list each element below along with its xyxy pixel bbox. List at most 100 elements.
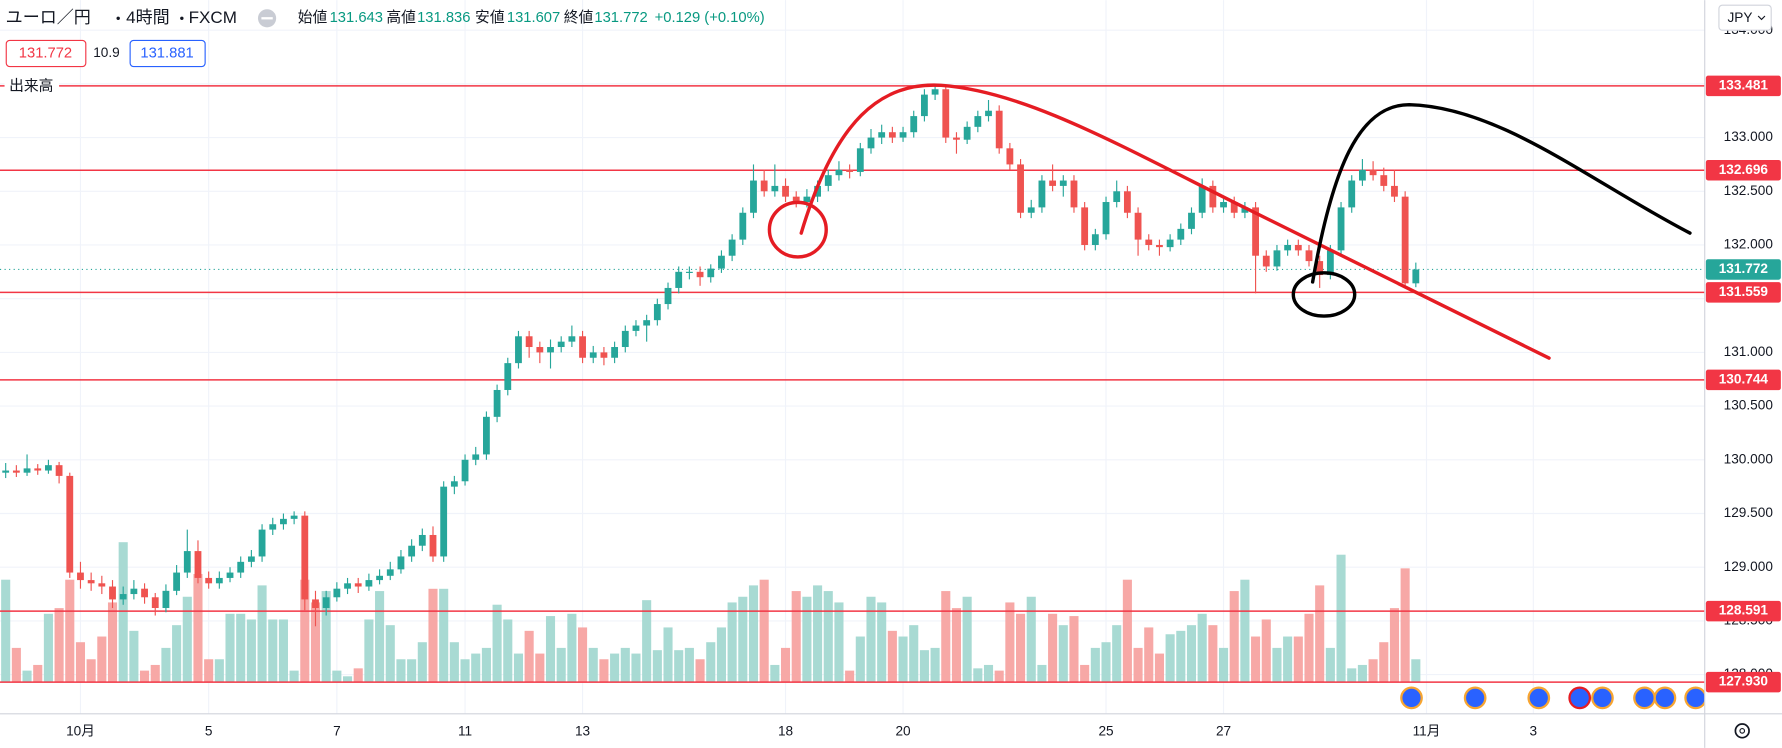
candle-body — [408, 545, 416, 557]
candle-body — [247, 556, 255, 562]
candle-body — [1102, 202, 1110, 235]
event-icon[interactable] — [1463, 686, 1487, 710]
level-label: 133.481 — [1719, 78, 1769, 93]
candle-body — [899, 132, 907, 138]
volume-bar — [300, 579, 310, 682]
toggle-glyph — [261, 17, 273, 20]
volume-bar — [375, 591, 385, 682]
volume-bar — [620, 647, 630, 682]
candle-body — [525, 336, 533, 348]
volume-bar — [75, 642, 86, 682]
y-tick-label: 132.500 — [1724, 183, 1774, 198]
candle-body — [119, 594, 127, 600]
candle-body — [1177, 228, 1185, 240]
volume-bar — [1336, 554, 1346, 682]
open-value: 131.643 — [330, 10, 383, 26]
close-value: 131.772 — [594, 10, 647, 26]
open-label: 始値 — [298, 9, 328, 26]
volume-bar — [481, 647, 491, 682]
candle-body — [440, 486, 448, 557]
candle-body — [1145, 239, 1153, 245]
event-icon[interactable] — [1684, 686, 1707, 710]
candle-body — [1134, 212, 1142, 240]
candle-body — [653, 304, 661, 321]
candle-body — [696, 271, 704, 278]
candle-body — [2, 470, 10, 473]
volume-bar — [962, 596, 972, 682]
volume-bar — [1026, 596, 1036, 682]
candle-body — [162, 590, 170, 609]
x-tick-label: 3 — [1530, 724, 1538, 739]
candle-body — [611, 347, 619, 358]
x-tick-label: 18 — [778, 724, 793, 739]
header: ユーロ／円 4時間 FXCM 始値 131.643 高値 131.836 安値 … — [4, 4, 1772, 739]
currency-button[interactable] — [1718, 4, 1772, 31]
event-icon[interactable] — [1633, 686, 1656, 710]
volume-bar — [823, 591, 833, 682]
separator — [116, 16, 120, 20]
candle-body — [632, 325, 640, 331]
x-tick-label: 20 — [895, 724, 911, 739]
candle-body — [23, 468, 31, 473]
volume-bar — [1037, 664, 1047, 682]
levels — [0, 85, 1705, 683]
volume-bar — [524, 630, 534, 682]
candle-body — [664, 287, 672, 305]
red-arc-trend — [799, 83, 1551, 360]
volume-bar — [22, 670, 32, 682]
high-label: 高値 — [386, 9, 416, 26]
volume-bar — [150, 664, 160, 682]
candle-body — [1337, 207, 1345, 251]
event-icon[interactable] — [1591, 686, 1614, 710]
candle-body — [77, 572, 84, 581]
candle-body — [1359, 169, 1366, 181]
volume-bar — [193, 574, 203, 682]
candle-body — [974, 116, 982, 127]
volume-bar — [1208, 625, 1218, 682]
candle-body — [258, 529, 266, 557]
candle-body — [1380, 175, 1388, 186]
candle-body — [1401, 196, 1409, 284]
high-value: 131.836 — [417, 10, 470, 26]
candle-body — [1369, 169, 1377, 176]
candle-body — [995, 110, 1003, 149]
ask-box[interactable] — [129, 39, 206, 68]
volume-bar — [1368, 659, 1378, 682]
volume-label: 出来高 — [9, 77, 53, 94]
event-icon[interactable] — [1653, 686, 1677, 710]
drawings — [767, 83, 1692, 360]
candle-body — [461, 459, 469, 482]
settings-button[interactable] — [1734, 723, 1750, 739]
interval: 4時間 — [126, 8, 170, 27]
volume-bar — [919, 650, 929, 682]
volume-bar — [471, 653, 481, 682]
y-tick-label: 133.000 — [1724, 129, 1774, 144]
volume-bar — [695, 659, 705, 682]
candle-body — [1241, 207, 1249, 213]
volume-bar — [578, 627, 588, 682]
volume-bar — [246, 619, 256, 682]
candle-body — [568, 336, 576, 342]
volume-bar — [172, 625, 182, 682]
volume-bar — [1090, 647, 1100, 682]
volume-bar — [973, 668, 983, 682]
candle-body — [183, 551, 191, 573]
x-tick-label: 5 — [205, 724, 213, 739]
candle-body — [643, 320, 651, 326]
candle-body — [557, 341, 565, 348]
level-label: 127.930 — [1719, 674, 1769, 689]
bid-box[interactable] — [5, 39, 87, 68]
volume-bar — [898, 636, 908, 682]
candle-body — [878, 132, 886, 138]
event-icon[interactable] — [1527, 686, 1551, 710]
volume-bar — [1272, 647, 1282, 682]
event-icon[interactable] — [1400, 686, 1423, 710]
candle-body — [1081, 207, 1089, 245]
candle-body — [856, 148, 864, 172]
candle-body — [814, 185, 821, 197]
candle-body — [1316, 261, 1324, 276]
event-icon[interactable] — [1568, 686, 1592, 710]
volume-bar — [1080, 664, 1090, 682]
candle-body — [579, 336, 586, 358]
